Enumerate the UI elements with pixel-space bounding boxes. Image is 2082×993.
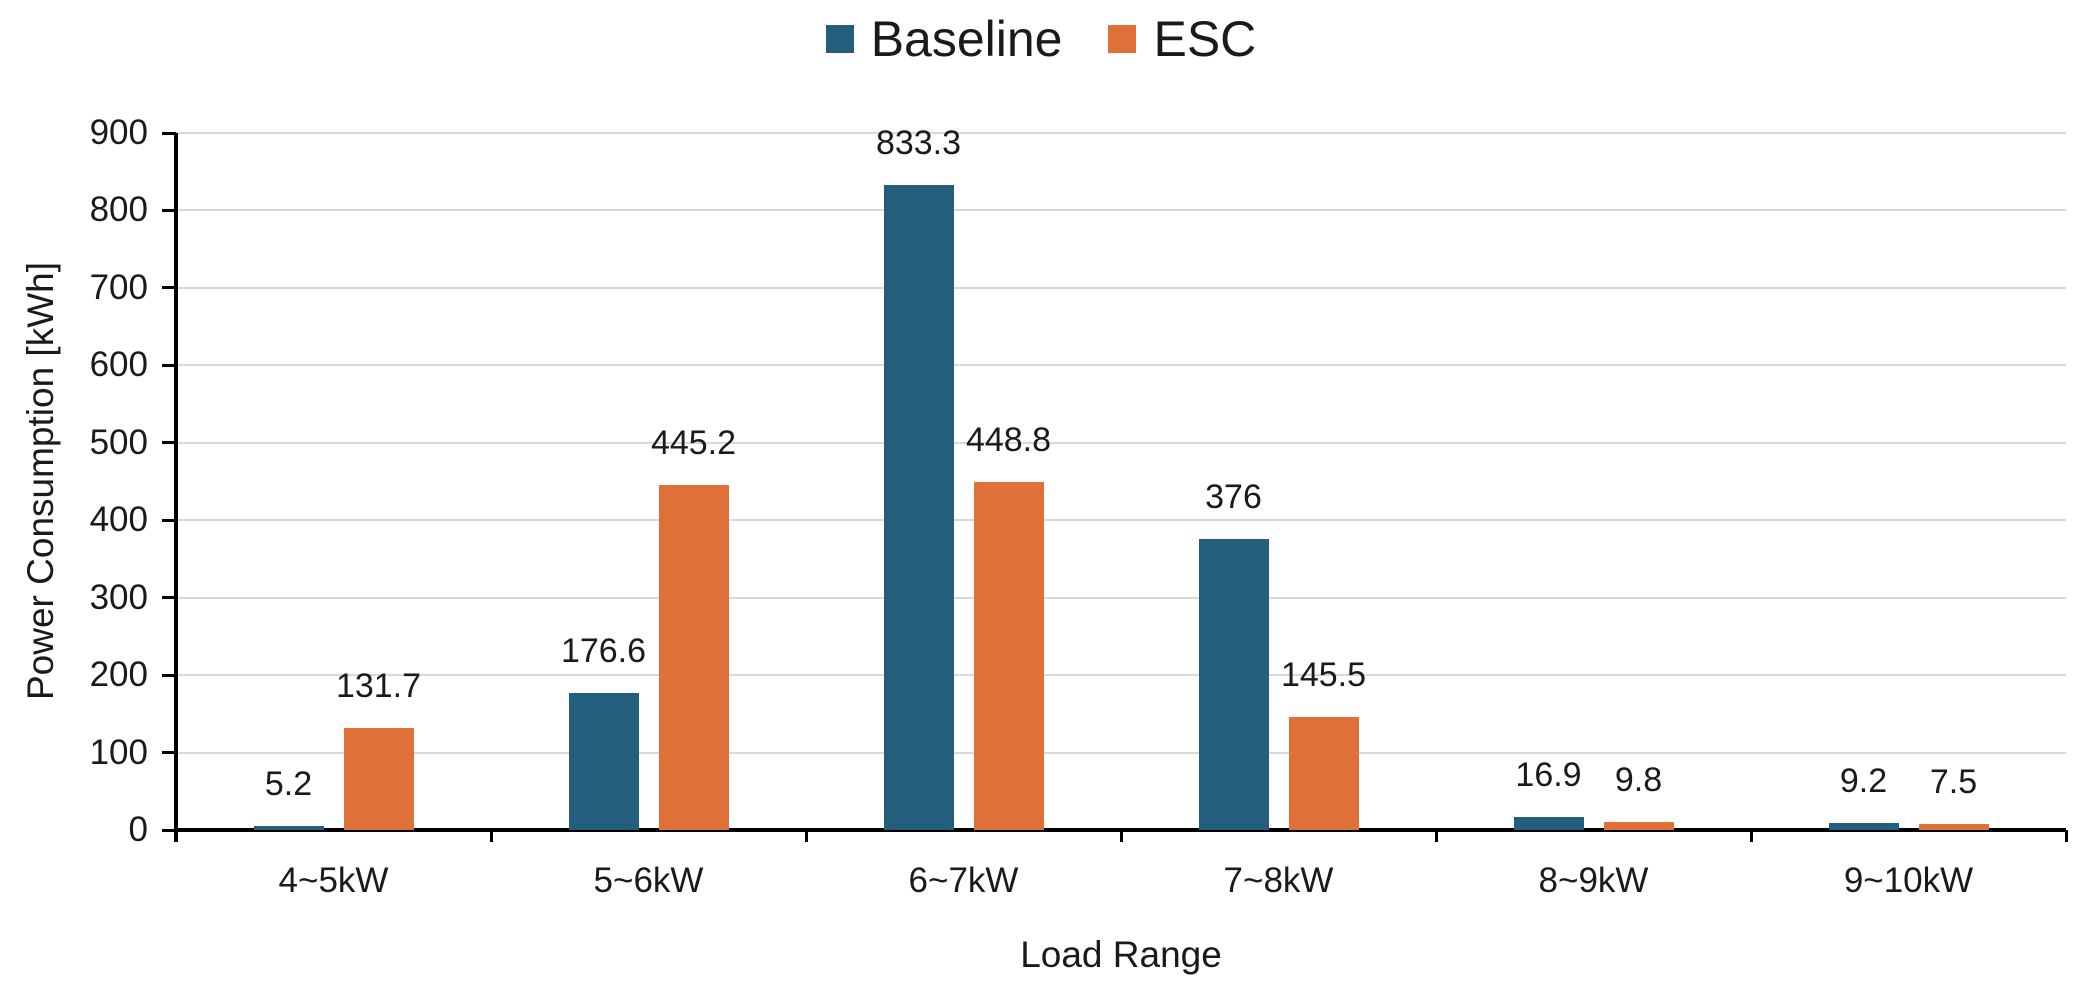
x-tick-6: [2064, 830, 2068, 842]
bar-baseline-9~10kW: [1828, 822, 1899, 830]
y-tick-label-800: 800: [89, 190, 148, 230]
y-tick-500: [162, 441, 176, 445]
gridline-500: [176, 441, 2066, 444]
bar-esc-8~9kW: [1603, 822, 1674, 830]
y-axis-title: Power Consumption [kWh]: [20, 261, 61, 701]
y-axis-line: [174, 133, 178, 842]
bar-label-esc-7~8kW: 145.5: [1280, 656, 1367, 695]
legend-swatch-baseline: [825, 25, 854, 53]
legend-swatch-esc: [1108, 25, 1137, 53]
x-tick-4: [1434, 830, 1438, 842]
legend-item-baseline: Baseline: [825, 11, 1063, 67]
bar-baseline-5~6kW: [568, 693, 639, 830]
gridline-100: [176, 751, 2066, 754]
gridline-200: [176, 674, 2066, 677]
y-tick-label-700: 700: [89, 267, 148, 307]
y-tick-label-200: 200: [89, 655, 148, 695]
y-tick-600: [162, 363, 176, 367]
x-tick-label-7~8kW: 7~8kW: [1223, 861, 1334, 900]
bar-label-baseline-6~7kW: 833.3: [875, 123, 962, 162]
bar-baseline-8~9kW: [1513, 816, 1584, 830]
bar-esc-6~7kW: [973, 482, 1044, 830]
bar-baseline-7~8kW: [1198, 538, 1269, 830]
y-tick-800: [162, 208, 176, 212]
bar-label-baseline-9~10kW: 9.2: [1839, 761, 1888, 800]
x-tick-0: [174, 830, 178, 842]
bar-label-esc-8~9kW: 9.8: [1614, 761, 1663, 800]
x-tick-5: [1749, 830, 1753, 842]
y-tick-label-400: 400: [89, 500, 148, 540]
y-tick-400: [162, 518, 176, 522]
y-tick-label-100: 100: [89, 732, 148, 772]
legend-item-esc: ESC: [1108, 14, 1256, 64]
y-tick-label-600: 600: [89, 345, 148, 385]
gridline-800: [176, 209, 2066, 212]
gridline-900: [176, 132, 2066, 134]
y-tick-300: [162, 596, 176, 600]
y-tick-100: [162, 751, 176, 755]
bar-label-esc-4~5kW: 131.7: [335, 667, 422, 705]
legend-label-baseline: Baseline: [870, 11, 1063, 67]
legend: Baseline ESC: [0, 14, 2082, 64]
y-tick-label-900: 900: [89, 113, 148, 152]
bar-label-esc-5~6kW: 445.2: [650, 424, 737, 463]
x-tick-label-8~9kW: 8~9kW: [1538, 861, 1649, 900]
bar-esc-7~8kW: [1288, 717, 1359, 830]
gridline-700: [176, 286, 2066, 289]
x-tick-label-5~6kW: 5~6kW: [593, 861, 704, 900]
x-tick-label-9~10kW: 9~10kW: [1843, 861, 1974, 900]
bar-baseline-4~5kW: [253, 825, 324, 830]
y-tick-label-500: 500: [89, 422, 148, 462]
bar-esc-5~6kW: [658, 485, 729, 830]
y-tick-0: [162, 828, 176, 832]
bar-label-baseline-8~9kW: 16.9: [1515, 755, 1582, 794]
bar-label-baseline-5~6kW: 176.6: [560, 632, 647, 671]
bar-label-baseline-4~5kW: 5.2: [264, 764, 313, 803]
bar-baseline-6~7kW: [883, 184, 954, 830]
x-tick-1: [489, 830, 493, 842]
gridline-300: [176, 596, 2066, 599]
x-axis-title: Load Range: [1020, 934, 1222, 975]
x-tick-label-6~7kW: 6~7kW: [908, 861, 1019, 900]
x-tick-2: [804, 830, 808, 842]
legend-label-esc: ESC: [1153, 11, 1257, 67]
y-tick-900: [162, 131, 176, 135]
y-tick-label-300: 300: [89, 577, 148, 617]
bar-label-baseline-7~8kW: 376: [1205, 477, 1262, 516]
gridline-400: [176, 519, 2066, 522]
y-tick-200: [162, 673, 176, 677]
bar-label-esc-6~7kW: 448.8: [965, 421, 1052, 460]
y-tick-label-0: 0: [128, 810, 148, 849]
x-tick-3: [1119, 830, 1123, 842]
bar-esc-9~10kW: [1918, 824, 1989, 830]
bar-label-esc-9~10kW: 7.5: [1929, 763, 1978, 802]
gridline-600: [176, 364, 2066, 367]
y-tick-700: [162, 286, 176, 290]
bar-esc-4~5kW: [343, 728, 414, 830]
x-tick-label-4~5kW: 4~5kW: [278, 861, 389, 900]
